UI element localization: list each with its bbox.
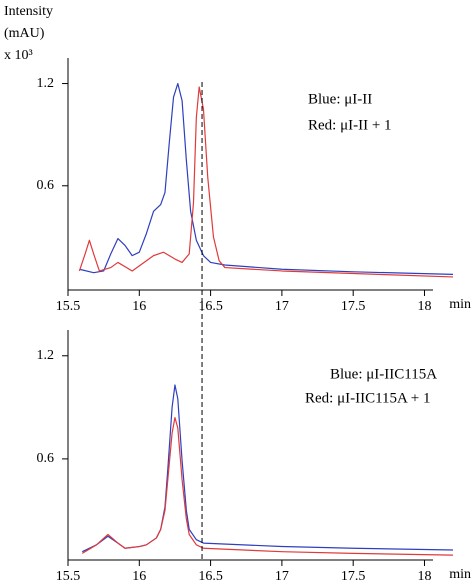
x-axis-label: min [449,567,471,582]
x-tick-label: 16.5 [198,299,223,314]
x-tick-label: 17.5 [341,299,366,314]
x-axis-label: min [449,297,471,312]
legend-entry: Red: μI-II + 1 [308,117,392,133]
series-line [81,384,454,553]
x-tick-label: 16 [132,569,146,584]
y-tick-label: 0.6 [37,178,55,193]
y-axis-label: Intensity [4,4,53,19]
x-tick-label: 15.5 [56,299,81,314]
y-tick-label: 1.2 [37,76,55,91]
x-tick-label: 18 [417,299,431,314]
legend-entry: Blue: μI-II [308,91,372,107]
y-axis-label: x 10³ [4,48,33,63]
x-tick-label: 16.5 [198,569,223,584]
x-tick-label: 15.5 [56,569,81,584]
y-tick-label: 1.2 [37,348,55,363]
x-tick-label: 17 [275,299,289,314]
legend-entry: Red: μI-IIC115A + 1 [305,390,431,406]
series-line [81,417,454,556]
series-line [79,82,454,275]
series-line [78,86,454,278]
x-tick-label: 18 [417,569,431,584]
x-tick-label: 16 [132,299,146,314]
x-tick-label: 17 [275,569,289,584]
legend-entry: Blue: μI-IIC115A [330,366,437,382]
x-tick-label: 17.5 [341,569,366,584]
y-axis-label: (mAU) [4,26,45,41]
y-tick-label: 0.6 [37,451,55,466]
